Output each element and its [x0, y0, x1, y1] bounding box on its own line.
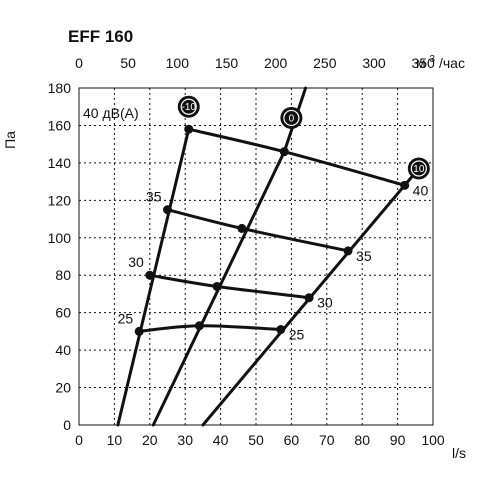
x-bottom-tick-label: 50 [248, 432, 264, 448]
x-bottom-unit-text: l/s [452, 445, 466, 461]
noise-curve-point [304, 293, 314, 303]
noise-curve-label-left: 30 [128, 254, 144, 270]
curve-layer [116, 86, 421, 427]
x-bottom-unit-label: l/s [452, 445, 466, 461]
y-axis-label: Па [2, 131, 18, 149]
y-tick-label: 0 [63, 417, 71, 433]
y-tick-label: 160 [48, 117, 72, 133]
y-tick-label: 100 [48, 230, 72, 246]
setting-badge-label: 10 [413, 164, 425, 175]
y-tick-label: 40 [55, 342, 71, 358]
x-bottom-tick-label: 90 [390, 432, 406, 448]
noise-unit-label: 40 дВ(А) [83, 105, 139, 121]
x-top-tick-label: 150 [215, 55, 239, 71]
y-tick-label: 180 [48, 80, 72, 96]
x-bottom-tick-label: 20 [142, 432, 158, 448]
noise-curve-point [237, 223, 247, 233]
noise-curve-label-right: 35 [356, 248, 372, 264]
x-top-tick-label: 350 [411, 55, 435, 71]
y-tick-label: 140 [48, 155, 72, 171]
noise-curve-label-right: 25 [289, 327, 305, 343]
x-top-tick-label: 50 [120, 55, 136, 71]
x-bottom-tick-label: 10 [107, 432, 123, 448]
noise-curve-point [212, 281, 222, 291]
noise-curve-point [279, 147, 289, 157]
setting-badge-label: -10 [182, 102, 197, 113]
noise-curve-label-left: 25 [118, 310, 134, 326]
noise-curve-point [343, 246, 353, 256]
setting-badge-ring [283, 109, 300, 127]
x-top-tick-label: 100 [166, 55, 190, 71]
noise-curve-point [194, 321, 204, 331]
noise-curve-label-left: 35 [146, 189, 162, 205]
grid-layer [78, 87, 434, 426]
x-top-unit-label: м 3 /час [416, 49, 465, 71]
x-bottom-tick-label: 30 [177, 432, 193, 448]
y-tick-label: 60 [55, 305, 71, 321]
noise-curve [187, 127, 407, 187]
noise-curve-point [184, 124, 194, 134]
y-tick-label: 120 [48, 192, 72, 208]
setting-badge-ring [410, 160, 427, 177]
label-layer: 40 35 35 30 30 25 25 -10 0 10 [118, 95, 430, 343]
x-bottom-tick-label: 0 [75, 432, 83, 448]
x-bottom-tick-label: 80 [354, 432, 370, 448]
noise-curve [166, 208, 350, 253]
noise-curve [137, 324, 283, 333]
setting-badge-ring [180, 98, 197, 115]
noise-curve [148, 273, 311, 300]
noise-curve-point [276, 325, 286, 335]
y-tick-label: 80 [55, 267, 71, 283]
x-bottom-tick-label: 70 [319, 432, 335, 448]
setting-badge-label: 0 [289, 113, 295, 124]
tick-layer: 0 10 20 30 40 50 60 70 80 90 100020406080100120140… [48, 55, 445, 448]
noise-curve-label-right: 40 [413, 182, 429, 198]
noise-curve-point [134, 326, 144, 336]
x-top-tick-label: 300 [362, 55, 386, 71]
noise-curve-label-right: 30 [317, 295, 333, 311]
noise-curve-point [400, 180, 410, 190]
x-top-unit-base: м [416, 55, 426, 71]
y-tick-label: 20 [55, 380, 71, 396]
x-top-unit-tail: /час [439, 55, 465, 71]
chart-title: EFF 160 [68, 27, 133, 46]
noise-curve-point [145, 270, 155, 280]
x-bottom-tick-label: 40 [213, 432, 229, 448]
noise-curve-point [163, 205, 172, 215]
x-bottom-tick-label: 100 [421, 432, 445, 448]
x-top-tick-label: 200 [264, 55, 288, 71]
x-top-unit-sup: 3 [430, 54, 436, 65]
plot-frame [78, 87, 434, 426]
x-bottom-tick-label: 60 [284, 432, 300, 448]
x-top-tick-label: 0 [75, 55, 83, 71]
x-top-tick-label: 250 [313, 55, 337, 71]
